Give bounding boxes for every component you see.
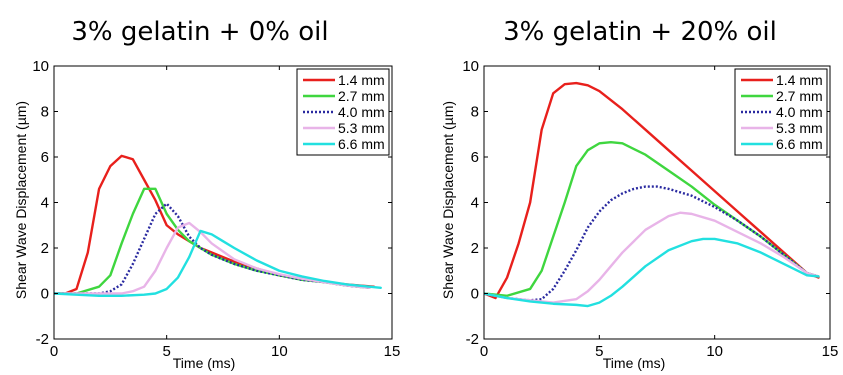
y-tick-label: 0	[471, 286, 479, 303]
legend-label: 5.3 mm	[776, 120, 823, 136]
chart-title: 3% gelatin + 0% oil	[71, 17, 328, 47]
legend-label: 6.6 mm	[776, 136, 823, 152]
y-tick-label: 2	[41, 240, 49, 257]
y-tick-label: 6	[471, 149, 479, 166]
y-tick-label: 10	[462, 58, 479, 75]
legend-label: 5.3 mm	[338, 120, 385, 136]
x-tick-label: 15	[384, 343, 401, 360]
y-tick-label: 8	[41, 104, 49, 121]
series-line-4	[54, 229, 382, 297]
legend-label: 2.7 mm	[776, 88, 823, 104]
series-line-3	[54, 221, 371, 295]
x-tick-label: 5	[595, 343, 603, 360]
legend-label: 4.0 mm	[338, 104, 385, 120]
series-line-1	[54, 187, 371, 295]
y-axis-label: Shear Wave Displacement (µm)	[440, 101, 456, 299]
chart-panel-20-oil: 3% gelatin + 20% oil Time (ms) Shear Wav…	[440, 17, 838, 371]
y-tick-label: 0	[41, 286, 49, 303]
x-tick-label: 0	[50, 343, 58, 360]
legend-label: 4.0 mm	[776, 104, 823, 120]
y-tick-label: 6	[41, 149, 49, 166]
y-tick-label: 4	[41, 195, 49, 212]
legend-label: 1.4 mm	[338, 72, 385, 88]
legend-label: 6.6 mm	[338, 136, 385, 152]
series-line-3	[484, 211, 820, 304]
x-axis-label: Time (ms)	[173, 355, 235, 371]
y-tick-label: -2	[466, 331, 479, 348]
y-tick-label: 2	[471, 240, 479, 257]
series-line-0	[484, 81, 820, 300]
series-line-0	[54, 154, 376, 295]
series-group	[484, 81, 820, 308]
x-tick-label: 10	[706, 343, 723, 360]
x-tick-label: 0	[480, 343, 488, 360]
series-line-4	[484, 237, 820, 308]
chart-panel-no-oil: 3% gelatin + 0% oil Time (ms) Shear Wave…	[13, 17, 400, 371]
legend-label: 2.7 mm	[338, 88, 385, 104]
series-line-2	[484, 185, 819, 302]
chart-title: 3% gelatin + 20% oil	[503, 17, 777, 47]
x-axis-label: Time (ms)	[603, 355, 665, 371]
y-tick-label: 8	[471, 104, 479, 121]
x-tick-label: 15	[822, 343, 839, 360]
y-tick-label: 4	[471, 195, 479, 212]
legend: 1.4 mm2.7 mm4.0 mm5.3 mm6.6 mm	[734, 68, 828, 156]
legend: 1.4 mm2.7 mm4.0 mm5.3 mm6.6 mm	[296, 68, 390, 156]
legend-label: 1.4 mm	[776, 72, 823, 88]
x-tick-label: 10	[271, 343, 288, 360]
x-tick-label: 5	[162, 343, 170, 360]
y-tick-label: 10	[32, 58, 49, 75]
y-tick-label: -2	[36, 331, 49, 348]
series-group	[54, 154, 382, 297]
series-line-1	[484, 141, 820, 297]
y-axis-label: Shear Wave Displacement (µm)	[13, 101, 29, 299]
